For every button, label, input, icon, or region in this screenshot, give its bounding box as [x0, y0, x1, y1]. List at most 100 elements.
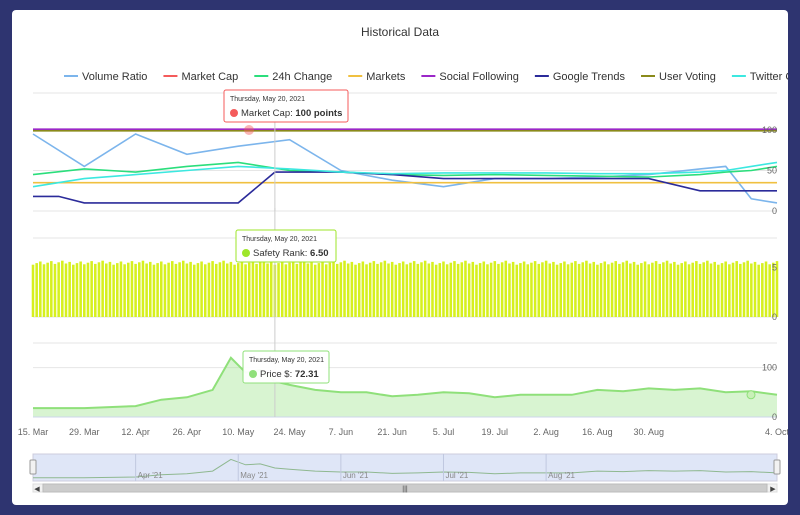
bar: [372, 261, 376, 317]
bar: [515, 264, 519, 317]
bar: [39, 261, 42, 317]
bar: [500, 262, 504, 317]
bar: [203, 264, 207, 317]
tooltip: Thursday, May 20, 2021 Price $: 72.31: [242, 350, 330, 384]
bar: [588, 263, 592, 317]
bar: [134, 263, 137, 317]
y-tick-label: 100: [762, 363, 777, 373]
bar: [236, 263, 240, 317]
bar: [526, 264, 530, 317]
last-point-marker: [746, 390, 756, 400]
x-tick-label: 5. Jul: [433, 427, 455, 437]
bar: [698, 263, 702, 317]
navigator-label: Jun '21: [343, 471, 369, 480]
bar: [361, 261, 365, 317]
tooltip-box: [235, 229, 337, 263]
bar: [376, 263, 379, 317]
bar: [350, 261, 354, 317]
bar: [324, 264, 328, 317]
bar: [618, 263, 621, 317]
bar: [295, 263, 299, 317]
bar: [493, 261, 497, 317]
bar: [269, 261, 273, 317]
bar: [105, 263, 108, 317]
bar: [233, 264, 236, 317]
navigator-handle[interactable]: [29, 459, 37, 475]
bar: [647, 264, 650, 317]
bar: [141, 260, 145, 317]
bar: [684, 261, 687, 317]
bar: [504, 260, 508, 317]
bar: [566, 264, 570, 317]
navigator-handle[interactable]: [773, 459, 781, 475]
bar: [772, 262, 775, 317]
bar: [251, 261, 255, 317]
bar: [116, 263, 119, 317]
bar: [768, 264, 771, 317]
tooltip-label: Market Cap:: [241, 108, 295, 119]
bar: [724, 261, 727, 317]
legend-label: Social Following: [439, 71, 518, 83]
bar: [508, 263, 511, 317]
x-tick-label: 15. Mar: [18, 427, 49, 437]
bar: [511, 261, 515, 317]
x-tick-label: 24. May: [274, 427, 307, 437]
navigator-label: May '21: [240, 471, 268, 480]
x-tick-label: 16. Aug: [582, 427, 613, 437]
legend-label: Google Trends: [553, 71, 626, 83]
bar: [475, 264, 478, 317]
bar: [181, 260, 185, 317]
bar: [625, 260, 629, 317]
bar: [222, 260, 225, 317]
navigator[interactable]: Apr '21 May '21 Jun '21 Jul '21 Aug '21 ||| ◀ ▶: [29, 453, 781, 493]
bar: [288, 262, 291, 317]
bar: [662, 262, 665, 317]
bar: [214, 263, 218, 317]
bar: [401, 261, 405, 317]
legend-item: Markets: [348, 71, 406, 83]
bar: [365, 264, 368, 317]
bar: [225, 263, 229, 317]
tooltip-text: Safety Rank: 6.50: [253, 248, 329, 259]
bar: [519, 263, 522, 317]
x-tick-label: 29. Mar: [69, 427, 100, 437]
series-line: [32, 161, 778, 178]
bar: [368, 262, 372, 317]
scroll-left-arrow[interactable]: ◀: [34, 486, 40, 493]
bar: [97, 262, 101, 317]
bar: [654, 261, 658, 317]
bar: [709, 263, 713, 317]
bar: [317, 263, 321, 317]
bar: [229, 261, 233, 317]
scrollbar-thumb[interactable]: [42, 483, 768, 493]
bar: [669, 263, 672, 317]
chart-card: Historical Data Volume Ratio Market Cap 24…: [12, 10, 800, 505]
bar: [643, 261, 647, 317]
bar: [266, 263, 269, 317]
bar: [453, 261, 456, 317]
scrollbar-grip: |||: [402, 486, 408, 493]
x-tick-label: 7. Jun: [329, 427, 354, 437]
bar: [299, 262, 302, 317]
bar: [658, 263, 661, 317]
bar: [739, 263, 742, 317]
bar: [537, 263, 541, 317]
tooltip-value: 72.31: [295, 369, 319, 380]
bar: [112, 264, 115, 317]
bar: [405, 264, 409, 317]
legend-label: 24h Change: [272, 71, 332, 83]
bar: [149, 261, 152, 317]
bar: [720, 263, 724, 317]
bar: [119, 261, 123, 317]
bar: [497, 263, 500, 317]
scroll-right-arrow[interactable]: ▶: [770, 486, 776, 493]
bar: [416, 263, 420, 317]
legend-item: Twitter Citation: [731, 71, 800, 83]
bar: [757, 264, 760, 317]
bar: [482, 261, 486, 317]
bar: [339, 262, 343, 317]
bar: [328, 262, 332, 317]
bar: [346, 263, 350, 317]
bar: [160, 261, 163, 317]
bar: [533, 261, 537, 317]
